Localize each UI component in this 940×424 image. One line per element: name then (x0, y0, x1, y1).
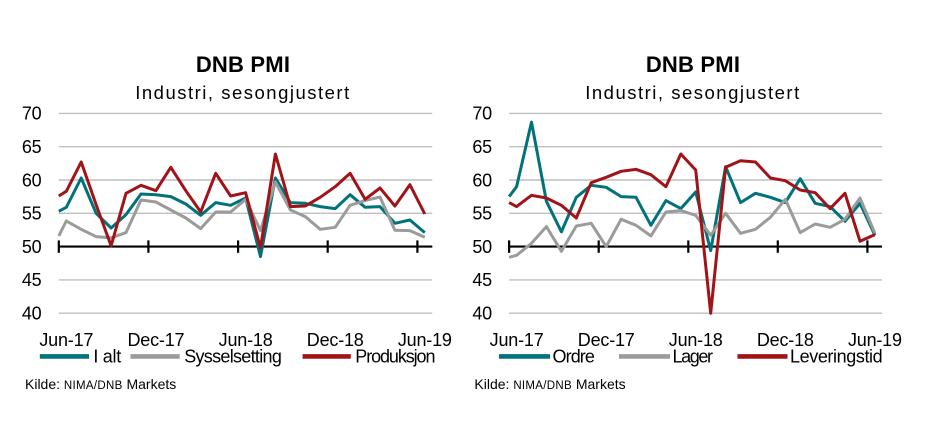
svg-text:Ordre: Ordre (553, 347, 595, 367)
svg-text:Jun-18: Jun-18 (219, 330, 273, 350)
svg-text:Dec-18: Dec-18 (307, 330, 364, 350)
svg-text:50: 50 (472, 237, 492, 257)
svg-text:Lager: Lager (673, 347, 713, 367)
svg-text:60: 60 (22, 170, 42, 190)
svg-text:65: 65 (22, 137, 42, 157)
svg-text:55: 55 (472, 204, 492, 224)
svg-text:Jun-19: Jun-19 (848, 330, 902, 350)
svg-text:Jun-18: Jun-18 (669, 330, 723, 350)
svg-text:45: 45 (472, 270, 492, 290)
svg-text:I alt: I alt (93, 347, 121, 367)
svg-text:Dec-17: Dec-17 (578, 330, 635, 350)
svg-text:70: 70 (22, 104, 42, 124)
svg-text:Leveringstid: Leveringstid (790, 347, 882, 367)
svg-text:65: 65 (472, 137, 492, 157)
svg-text:45: 45 (22, 270, 42, 290)
svg-text:Dec-17: Dec-17 (127, 330, 184, 350)
svg-text:60: 60 (472, 170, 492, 190)
svg-text:Dec-18: Dec-18 (757, 330, 814, 350)
svg-text:40: 40 (472, 304, 492, 324)
svg-text:70: 70 (472, 104, 492, 124)
svg-text:Jun-17: Jun-17 (39, 330, 93, 350)
svg-text:50: 50 (22, 237, 42, 257)
svg-text:Produksjon: Produksjon (355, 347, 434, 367)
svg-text:55: 55 (22, 204, 42, 224)
svg-text:Sysselsetting: Sysselsetting (184, 347, 281, 367)
svg-text:Jun-19: Jun-19 (398, 330, 452, 350)
svg-text:Jun-17: Jun-17 (490, 330, 544, 350)
svg-text:40: 40 (22, 304, 42, 324)
